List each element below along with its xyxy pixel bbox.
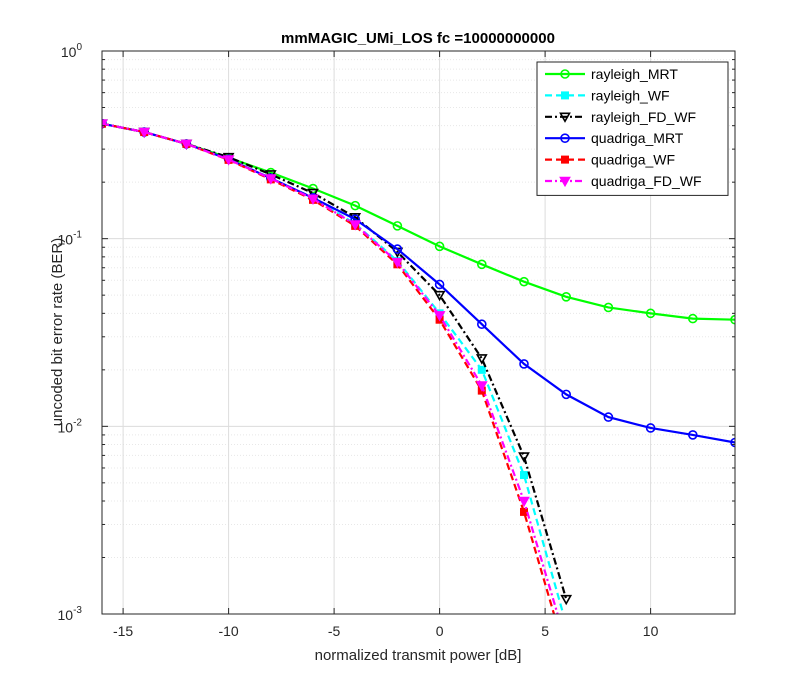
data-point (433, 290, 446, 302)
data-point (519, 359, 529, 369)
data-point (307, 194, 319, 205)
data-point (645, 423, 656, 433)
data-point (520, 471, 528, 480)
data-point (603, 412, 614, 422)
x-tick-label: -10 (218, 623, 238, 639)
data-point (392, 221, 403, 231)
data-point (519, 276, 529, 287)
legend: rayleigh_MRT rayleigh_WF rayleigh_FD_WFqua… (536, 61, 729, 196)
data-point (392, 244, 403, 254)
data-point (561, 389, 572, 400)
data-point (222, 155, 235, 166)
data-point (264, 174, 277, 185)
x-tick-label: 0 (436, 623, 444, 639)
legend-label: rayleigh_MRT (591, 66, 678, 82)
legend-label: rayleigh_FD_WF (591, 109, 696, 125)
legend-marker (561, 155, 569, 164)
data-point (349, 220, 362, 231)
series-layer (102, 118, 735, 614)
data-point (518, 496, 530, 508)
data-point (518, 452, 530, 463)
legend-label: quadriga_WF (591, 152, 675, 168)
data-point (645, 308, 656, 319)
data-point (730, 314, 735, 325)
legend-label: quadriga_MRT (591, 130, 684, 146)
y-tick-label: 10-3 (58, 605, 83, 623)
x-axis-label: normalized transmit power [dB] (315, 647, 522, 664)
axes-box (101, 50, 736, 615)
data-point (433, 311, 446, 322)
data-point (180, 139, 193, 150)
legend-box (536, 61, 729, 196)
x-tick-label: 5 (541, 623, 549, 639)
data-point (687, 313, 698, 324)
legend-label: rayleigh_WF (591, 87, 670, 103)
data-point (475, 381, 488, 392)
legend-marker (559, 112, 571, 123)
data-point (434, 241, 445, 252)
data-point (476, 259, 487, 270)
data-point (391, 257, 404, 269)
data-point (350, 200, 361, 211)
y-tick-label: 10-2 (58, 417, 83, 435)
data-point (308, 183, 318, 194)
x-tick-label: -15 (113, 623, 133, 639)
data-point (730, 437, 735, 448)
x-tick-label: -5 (328, 623, 341, 639)
data-point (307, 188, 319, 200)
data-point (560, 594, 573, 606)
x-tick-label: 10 (643, 623, 659, 639)
data-point (603, 302, 614, 313)
legend-marker (560, 69, 570, 79)
series-line (102, 122, 559, 614)
series-quadriga_FD_WF (102, 119, 559, 614)
data-point (477, 365, 486, 374)
data-point (434, 279, 445, 290)
y-tick-label: 10-1 (58, 230, 83, 248)
data-point (476, 319, 487, 330)
chart-title: mmMAGIC_UMi_LOS fc =10000000000 (281, 30, 555, 47)
data-point (520, 507, 528, 516)
legend-marker (561, 91, 569, 100)
grid (102, 51, 735, 614)
legend-marker (559, 176, 571, 188)
ticks: 10-3 10-2 10-1 100 -15 -10 -5 0 5 10 (58, 42, 735, 639)
legend-marker (560, 133, 570, 143)
y-axis-label: uncoded bit error rate (BER) (49, 238, 66, 426)
data-point (561, 292, 572, 302)
data-point (138, 127, 151, 139)
y-tick-label: 100 (61, 42, 83, 60)
data-point (687, 430, 698, 440)
data-point (475, 354, 488, 365)
legend-label: quadriga_FD_WF (591, 173, 702, 189)
